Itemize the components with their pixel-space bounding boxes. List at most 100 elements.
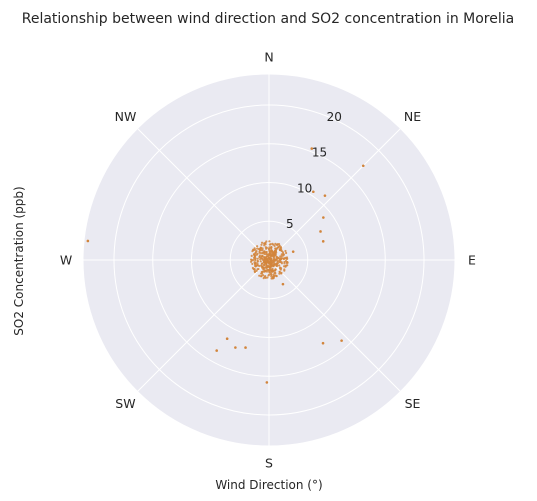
- cluster-point: [284, 265, 287, 268]
- cluster-point: [278, 267, 282, 270]
- data-point: [260, 254, 264, 258]
- cluster-point: [253, 253, 256, 256]
- data-point: [340, 339, 343, 342]
- cluster-point: [268, 240, 271, 243]
- cluster-point: [269, 261, 272, 265]
- cluster-point: [257, 264, 260, 267]
- cluster-point: [275, 256, 279, 259]
- cluster-point: [262, 274, 265, 277]
- cluster-point: [271, 267, 274, 270]
- x-axis-label: Wind Direction (°): [215, 478, 322, 492]
- data-point: [310, 147, 314, 150]
- cluster-point: [256, 268, 259, 271]
- cluster-point: [263, 257, 266, 260]
- direction-label: SW: [115, 396, 135, 411]
- cluster-point: [262, 242, 266, 245]
- cluster-point: [269, 243, 272, 246]
- cluster-point: [265, 251, 268, 254]
- cluster-point: [286, 261, 289, 264]
- data-point: [323, 194, 327, 197]
- cluster-point: [268, 252, 272, 255]
- grid-spoke: [268, 128, 401, 261]
- cluster-point: [258, 274, 261, 277]
- cluster-point: [269, 250, 272, 253]
- radial-tick-label: 5: [286, 217, 294, 231]
- data-point: [321, 341, 325, 345]
- cluster-point: [254, 259, 257, 262]
- cluster-point: [256, 262, 259, 265]
- cluster-point: [272, 258, 276, 262]
- cluster-point: [270, 245, 273, 249]
- cluster-point: [273, 263, 276, 267]
- data-point: [312, 190, 315, 194]
- cluster-point: [283, 269, 286, 272]
- cluster-point: [275, 247, 278, 250]
- cluster-point: [278, 272, 281, 275]
- low-concentration-cluster: [249, 240, 289, 280]
- direction-label: S: [265, 456, 273, 471]
- data-point: [215, 349, 218, 352]
- radial-tick-label: 15: [312, 146, 327, 160]
- data-point: [263, 250, 266, 254]
- cluster-point: [268, 270, 271, 274]
- cluster-point: [278, 244, 281, 247]
- cluster-point: [267, 260, 270, 263]
- cluster-point: [256, 247, 259, 250]
- cluster-point: [270, 270, 273, 273]
- data-point: [234, 346, 237, 349]
- cluster-point: [280, 271, 283, 274]
- cluster-point: [275, 264, 278, 268]
- cluster-point: [253, 270, 256, 273]
- y-axis-label: SO2 Concentration (ppb): [12, 186, 26, 335]
- direction-label: SE: [405, 396, 421, 411]
- data-point: [319, 230, 322, 233]
- cluster-point: [269, 259, 272, 263]
- cluster-point: [261, 247, 264, 250]
- radial-tick-label: 10: [297, 181, 312, 195]
- cluster-point: [268, 246, 271, 249]
- cluster-point: [285, 257, 288, 260]
- cluster-point: [255, 269, 258, 273]
- cluster-point: [264, 246, 267, 249]
- cluster-point: [274, 258, 278, 261]
- cluster-point: [261, 248, 264, 252]
- cluster-point: [267, 274, 270, 277]
- data-point: [281, 282, 285, 286]
- cluster-point: [251, 262, 254, 266]
- direction-label: N: [264, 50, 273, 65]
- cluster-point: [280, 255, 283, 258]
- cluster-point: [273, 269, 277, 272]
- cluster-point: [260, 241, 264, 244]
- cluster-point: [272, 273, 275, 276]
- radial-tick-labels: 5 10 15 20: [286, 110, 342, 231]
- cluster-point: [256, 257, 259, 260]
- cluster-point: [267, 253, 270, 256]
- cluster-point: [262, 264, 266, 267]
- data-point: [322, 216, 325, 219]
- direction-label: NE: [404, 109, 421, 124]
- cluster-point: [284, 259, 288, 263]
- cluster-point: [270, 277, 273, 280]
- cluster-point: [274, 242, 277, 245]
- cluster-point: [260, 243, 263, 246]
- polar-grid: [82, 73, 456, 447]
- cluster-point: [263, 244, 266, 247]
- cluster-point: [251, 266, 254, 270]
- cluster-point: [272, 276, 275, 279]
- cluster-point: [254, 251, 257, 254]
- cluster-point: [269, 265, 272, 268]
- cluster-point: [256, 259, 259, 263]
- cluster-point: [254, 262, 257, 265]
- cluster-point: [272, 252, 275, 255]
- cluster-point: [260, 262, 264, 265]
- data-point: [291, 250, 295, 253]
- cluster-point: [260, 275, 263, 278]
- data-point: [361, 164, 365, 168]
- cluster-point: [281, 251, 285, 254]
- cluster-point: [275, 262, 278, 265]
- cluster-point: [286, 264, 289, 267]
- cluster-point: [265, 255, 268, 258]
- cluster-point: [263, 266, 266, 269]
- cluster-point: [278, 264, 281, 267]
